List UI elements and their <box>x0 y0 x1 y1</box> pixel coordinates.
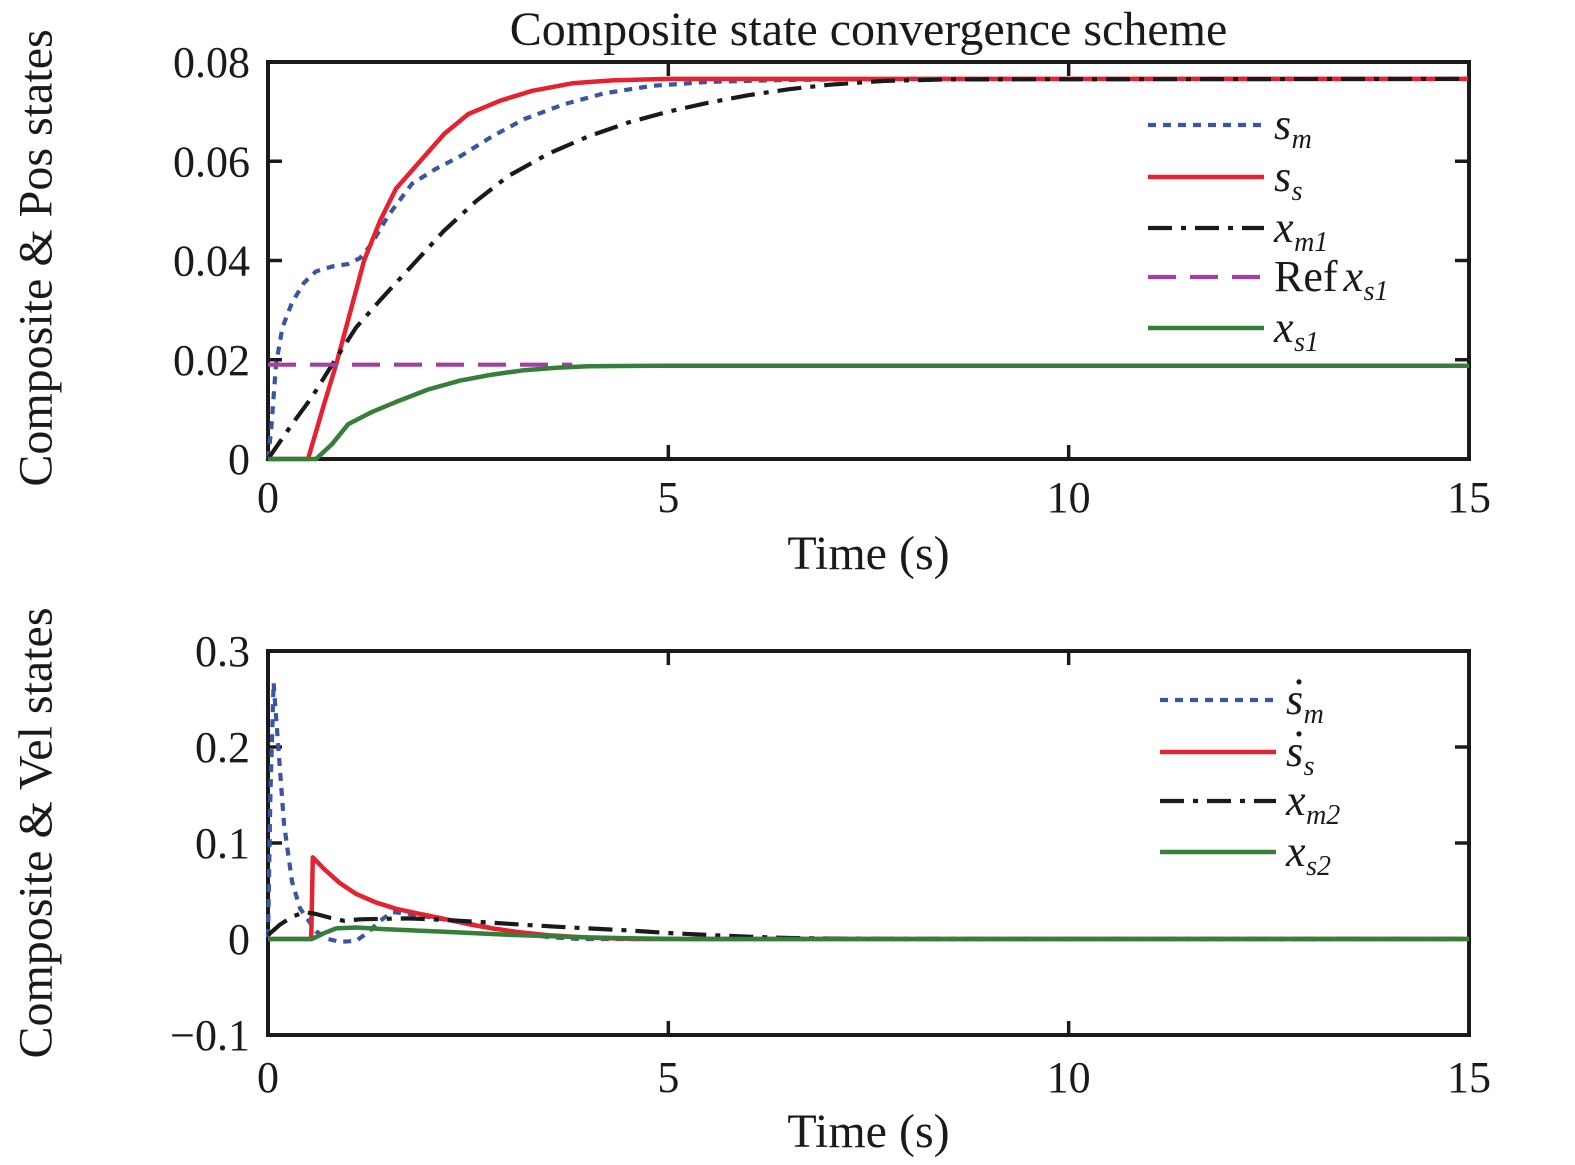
legend-line-sample <box>1148 325 1264 331</box>
legend-item-s_s: ss <box>1148 149 1303 207</box>
x-tick-label: 5 <box>657 473 679 522</box>
legend-line-sample <box>1148 225 1264 231</box>
x-tick-label: 15 <box>1447 473 1491 522</box>
legend-item-s_m: sm <box>1148 97 1312 155</box>
legend-label: Ref xs1 <box>1274 252 1389 307</box>
legend-line-sample <box>1160 798 1276 804</box>
y-tick-label: 0.3 <box>195 627 250 676</box>
legend-item-x_s2: xs2 <box>1160 824 1331 882</box>
legend-label: ss <box>1274 152 1303 207</box>
y-tick-label: 0.2 <box>195 723 250 772</box>
bottom-x-axis-label: Time (s) <box>787 1105 950 1158</box>
legend-label: sm <box>1286 678 1324 729</box>
series-s_s <box>268 76 1469 462</box>
y-tick-label: 0.04 <box>173 237 250 286</box>
x-tick-label: 0 <box>257 1053 279 1102</box>
x-tick-label: 10 <box>1047 1053 1091 1102</box>
y-tick-label: 0.02 <box>173 336 250 385</box>
series-x_s2 <box>268 925 1469 942</box>
legend-item-x_s1: xs1 <box>1148 300 1319 358</box>
legend-label: xs2 <box>1286 827 1331 882</box>
legend-line-sample <box>1160 697 1276 703</box>
y-tick-label: 0.08 <box>173 38 250 87</box>
y-tick-label: 0 <box>228 435 250 484</box>
legend-item-Ref x_s1: Ref xs1 <box>1148 249 1389 307</box>
legend-line-sample <box>1160 749 1276 755</box>
legend-label: xm1 <box>1274 203 1329 258</box>
y-tick-label: 0.1 <box>195 819 250 868</box>
series-sdot_m <box>265 680 1469 945</box>
legend-item-x_m2: xm2 <box>1160 773 1340 829</box>
series-s_m <box>265 76 1469 460</box>
y-tick-label: −0.1 <box>170 1011 250 1060</box>
y-tick-label: 0.06 <box>173 137 250 186</box>
series-x_s1 <box>268 363 1469 462</box>
legend-label: xs1 <box>1274 303 1319 358</box>
legend-label: sm <box>1274 100 1312 155</box>
legend-line-sample <box>1148 274 1264 280</box>
legend-line-sample <box>1148 174 1264 180</box>
x-tick-label: 5 <box>657 1053 679 1102</box>
top-x-axis-label: Time (s) <box>787 527 950 580</box>
legend-label: xm2 <box>1286 776 1341 831</box>
legend-item-x_m1: xm1 <box>1148 200 1328 256</box>
x-tick-label: 10 <box>1047 473 1091 522</box>
y-tick-label: 0 <box>228 915 250 964</box>
x-tick-label: 15 <box>1447 1053 1491 1102</box>
legend-label: ss <box>1286 730 1315 781</box>
series-x_m1 <box>266 76 1470 461</box>
chart-title: Composite state convergence scheme <box>509 3 1228 56</box>
legend-line-sample <box>1148 122 1264 128</box>
legend-item-sdot_s: ss <box>1160 724 1315 781</box>
legend-line-sample <box>1160 849 1276 855</box>
series-x_m2 <box>266 909 1469 942</box>
x-tick-label: 0 <box>257 473 279 522</box>
